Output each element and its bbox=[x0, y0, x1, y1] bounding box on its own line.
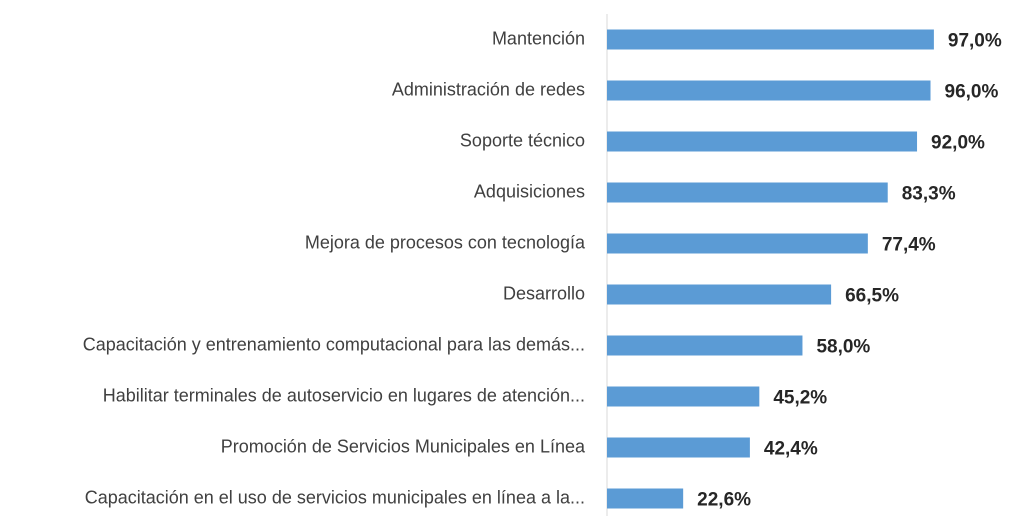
category-label: Capacitación y entrenamiento computacion… bbox=[83, 334, 585, 354]
value-label: 58,0% bbox=[816, 337, 870, 358]
bar bbox=[607, 335, 803, 356]
bar bbox=[607, 182, 888, 203]
bar bbox=[607, 488, 684, 509]
value-label: 97,0% bbox=[948, 31, 1002, 52]
category-label: Administración de redes bbox=[392, 79, 585, 99]
category-label: Capacitación en el uso de servicios muni… bbox=[85, 487, 585, 507]
bar bbox=[607, 437, 750, 458]
category-label: Mantención bbox=[492, 28, 585, 48]
bar bbox=[607, 80, 931, 101]
bar bbox=[607, 29, 934, 50]
bar bbox=[607, 233, 868, 254]
value-label: 22,6% bbox=[697, 490, 751, 511]
bar bbox=[607, 284, 832, 305]
bar bbox=[607, 131, 918, 152]
category-label: Desarrollo bbox=[503, 283, 585, 303]
value-label: 96,0% bbox=[945, 82, 999, 103]
category-label: Mejora de procesos con tecnología bbox=[305, 232, 586, 252]
category-label: Adquisiciones bbox=[474, 181, 585, 201]
value-label: 45,2% bbox=[773, 388, 827, 409]
value-label: 77,4% bbox=[882, 235, 936, 256]
category-label: Soporte técnico bbox=[460, 130, 585, 150]
bar bbox=[607, 386, 760, 407]
value-label: 66,5% bbox=[845, 286, 899, 307]
category-label: Habilitar terminales de autoservicio en … bbox=[103, 385, 585, 405]
category-label: Promoción de Servicios Municipales en Lí… bbox=[221, 436, 586, 456]
value-label: 83,3% bbox=[902, 184, 956, 205]
value-label: 92,0% bbox=[931, 133, 985, 154]
value-label: 42,4% bbox=[764, 439, 818, 460]
